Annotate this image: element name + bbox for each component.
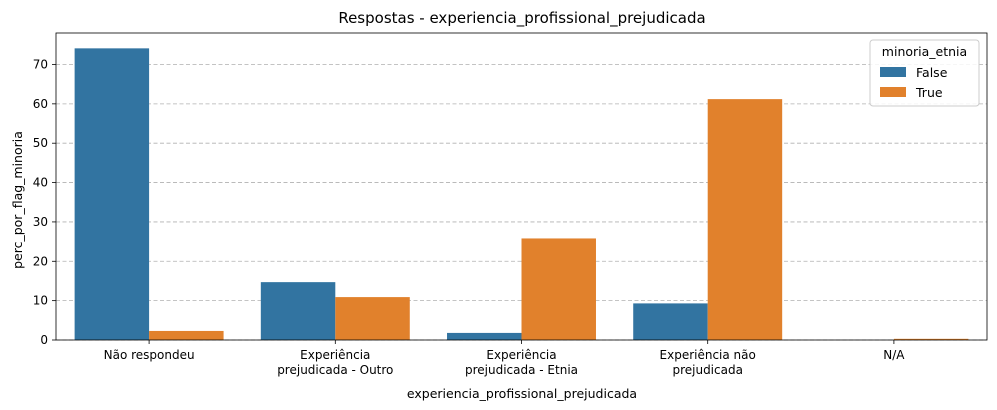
y-tick-label: 30 bbox=[33, 215, 48, 229]
bar-true-1 bbox=[335, 297, 410, 340]
plot-frame bbox=[55, 32, 988, 341]
legend: minoria_etnia False True bbox=[869, 39, 980, 107]
x-tick-label: Não respondeu bbox=[104, 348, 195, 362]
x-tick-label: Experiência prejudicada - Etnia bbox=[465, 348, 578, 377]
bar-true-4 bbox=[893, 338, 969, 340]
bar-true-2 bbox=[521, 238, 596, 340]
y-tick-label: 70 bbox=[33, 57, 48, 71]
x-tick-label: Experiência não prejudicada bbox=[660, 348, 756, 377]
y-tick-label: 0 bbox=[40, 333, 48, 347]
y-tick-label: 40 bbox=[33, 176, 48, 190]
bar-false-3 bbox=[633, 303, 708, 340]
y-tick-label: 50 bbox=[33, 136, 48, 150]
bar-true-0 bbox=[149, 330, 224, 340]
y-tick-label: 10 bbox=[33, 294, 48, 308]
bars bbox=[74, 48, 969, 340]
x-tick-label: Experiência prejudicada - Outro bbox=[277, 348, 393, 377]
x-axis-label: experiencia_profissional_prejudicada bbox=[407, 386, 637, 401]
axes: 0 10 20 30 40 50 60 70 Não respondeu Experiência p… bbox=[33, 32, 988, 377]
legend-label-false: False bbox=[916, 65, 948, 80]
x-tick-label: N/A bbox=[883, 348, 905, 362]
chart-title: Respostas - experiencia_profissional_pre… bbox=[338, 9, 705, 28]
y-tick-label: 20 bbox=[33, 254, 48, 268]
legend-swatch-false bbox=[880, 67, 906, 77]
bar-true-3 bbox=[707, 99, 783, 340]
legend-label-true: True bbox=[915, 85, 943, 100]
y-tick-label: 60 bbox=[33, 97, 48, 111]
y-axis-label: perc_por_flag_minoria bbox=[10, 131, 25, 269]
bar-false-1 bbox=[260, 282, 336, 340]
bar-false-0 bbox=[74, 48, 150, 340]
legend-title: minoria_etnia bbox=[882, 44, 967, 59]
legend-swatch-true bbox=[880, 87, 906, 97]
bar-false-2 bbox=[447, 332, 522, 340]
